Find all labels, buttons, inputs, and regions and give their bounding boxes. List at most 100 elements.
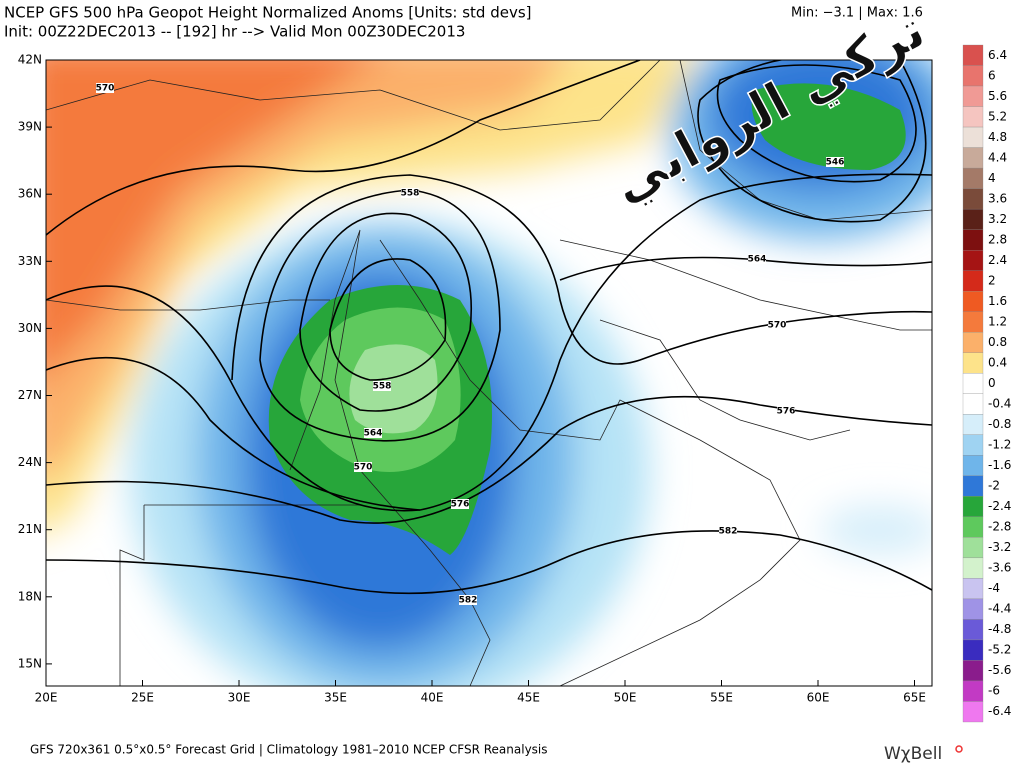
lat-label: 42N (18, 53, 42, 67)
lon-label: 30E (228, 691, 251, 705)
colorbar-cell (962, 270, 984, 292)
colorbar-cell (962, 311, 984, 333)
contour-label-bg (777, 406, 795, 416)
lon-label: 25E (131, 691, 154, 705)
contour-label-bg (748, 254, 766, 264)
colorbar-label: 2 (988, 273, 996, 287)
contour-label: 570 (768, 321, 787, 331)
contour-label-bg (96, 83, 114, 93)
colorbar-label: -1.2 (988, 438, 1011, 452)
contour-label: 576 (451, 500, 470, 510)
colorbar-label: 4.4 (988, 150, 1007, 164)
logo-dot (955, 745, 963, 753)
contour-label-bg (364, 428, 382, 438)
contour-label: 582 (459, 596, 478, 606)
colorbar-cell (962, 680, 984, 702)
colorbar-label: 0.8 (988, 335, 1007, 349)
colorbar-label: -5.6 (988, 663, 1011, 677)
labels: 42N 39N 36N 33N 30N 27N 24N 21N 18N 15N 20E 25E 30E 3… (18, 44, 1011, 723)
colorbar-label: 4 (988, 171, 996, 185)
colorbar-label: -1.6 (988, 458, 1011, 472)
colorbar-label: -0.4 (988, 397, 1011, 411)
lat-label: 15N (18, 656, 42, 670)
colorbar-cell (962, 85, 984, 107)
contour-label: 582 (719, 527, 738, 537)
contour-label: 570 (96, 84, 115, 94)
map-subtitle: Init: 00Z22DEC2013 -- [192] hr --> Valid… (4, 23, 465, 41)
colorbar-label: -6 (988, 684, 1000, 698)
colorbar-cell (962, 639, 984, 661)
lon-label: 20E (35, 691, 58, 705)
colorbar-cell (962, 65, 984, 87)
colorbar-cell (962, 496, 984, 517)
colorbar-cell (962, 598, 984, 620)
contour-label-bg (451, 499, 469, 509)
logo: WχBell (884, 744, 942, 764)
lon-label: 50E (614, 691, 637, 705)
lon-label: 40E (421, 691, 444, 705)
colorbar-cell (962, 147, 984, 169)
colorbar-label: 0 (988, 376, 996, 390)
colorbar-cell (962, 701, 984, 723)
contour-label: 570 (354, 463, 373, 473)
colorbar-label: -2 (988, 479, 1000, 493)
lat-label: 39N (18, 120, 42, 134)
map-field (46, 60, 932, 686)
colorbar-cell (962, 106, 984, 128)
lat-label: 27N (18, 388, 42, 402)
colorbar-cell (962, 557, 984, 579)
contour-label-bg (459, 595, 477, 605)
contour-label-bg (401, 188, 419, 198)
lon-label: 60E (807, 691, 830, 705)
lat-label: 36N (18, 187, 42, 201)
contour-label-bg (826, 157, 844, 167)
colorbar-label: 2.4 (988, 253, 1007, 267)
colorbar-label: -0.8 (988, 417, 1011, 431)
colorbar-label: -4.4 (988, 602, 1011, 616)
contour-label: 558 (401, 189, 420, 199)
colorbar-label: 6 (988, 68, 996, 82)
colorbar-cell (962, 229, 984, 251)
map-title: NCEP GFS 500 hPa Geopot Height Normalize… (4, 4, 532, 22)
colorbar-label: -2.4 (988, 499, 1011, 513)
contour-label: 546 (826, 158, 845, 168)
colorbar-label: -3.6 (988, 561, 1011, 575)
lon-label: 35E (324, 691, 347, 705)
contour-label: 564 (748, 255, 767, 265)
colorbar-cell (962, 208, 984, 230)
colorbar-cell (962, 578, 984, 600)
colorbar-cell (962, 332, 984, 353)
colorbar-cell (962, 250, 984, 271)
colorbar-cell (962, 291, 984, 312)
lon-label: 65E (903, 691, 926, 705)
colorbar-label: -3.2 (988, 540, 1011, 554)
colorbar-label: 4.8 (988, 130, 1007, 144)
colorbar-label: 1.6 (988, 294, 1007, 308)
colorbar-cell (962, 167, 984, 189)
contour-label-bg (354, 462, 372, 472)
colorbar-cell (962, 537, 984, 559)
colorbar-cell (962, 516, 984, 538)
colorbar-label: 6.4 (988, 48, 1007, 62)
colorbar-label: -4.8 (988, 622, 1011, 636)
colorbar-label: 2.8 (988, 232, 1007, 246)
colorbar-cell (962, 414, 984, 435)
colorbar-cell (962, 475, 984, 497)
contour-label-bg (373, 381, 391, 391)
colorbar-cell (962, 455, 984, 476)
colorbar-label: -6.4 (988, 704, 1011, 718)
colorbar-cell (962, 44, 984, 66)
colorbar-label: 5.2 (988, 109, 1007, 123)
colorbar-label: 1.2 (988, 314, 1007, 328)
colorbar-label: -5.2 (988, 643, 1011, 657)
colorbar-cell (962, 352, 984, 374)
colorbar-cell (962, 393, 984, 415)
colorbar-label: 3.2 (988, 212, 1007, 226)
colorbar-label: 0.4 (988, 355, 1007, 369)
contour-label: 564 (364, 429, 383, 439)
colorbar-cell (962, 660, 984, 682)
footer: GFS 720x361 0.5°x0.5° Forecast Grid | Cl… (30, 743, 548, 757)
contour-label-bg (719, 526, 737, 536)
colorbar-cell (962, 126, 984, 148)
